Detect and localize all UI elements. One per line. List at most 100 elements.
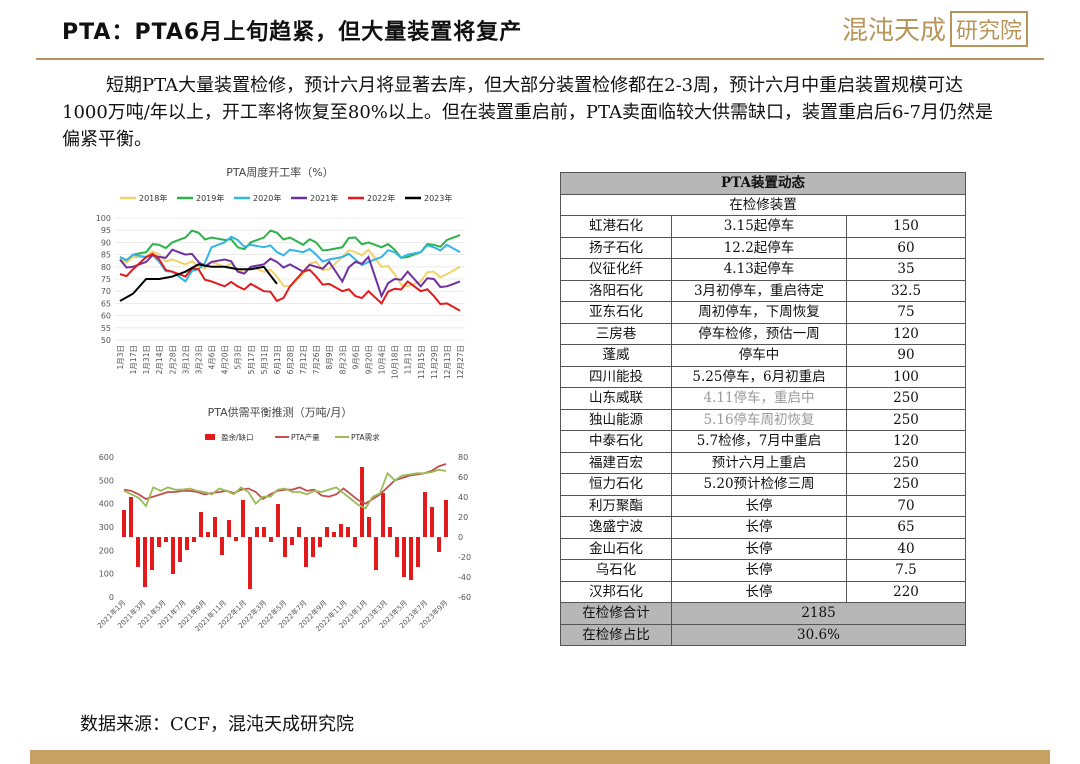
table-row: 中泰石化 5.7检修，7月中重启 120 bbox=[560, 430, 966, 453]
table-row: 福建百宏 预计六月上重启 250 bbox=[560, 451, 966, 474]
plant-capacity: 120 bbox=[846, 322, 966, 345]
y-left-tick-label: 600 bbox=[99, 453, 114, 462]
plant-capacity: 35 bbox=[846, 258, 966, 281]
x-tick-label: 5月3日 bbox=[234, 345, 243, 370]
table-row: 乌石化 长停 7.5 bbox=[560, 559, 966, 582]
plant-status: 5.25停车，6月初重启 bbox=[671, 365, 847, 388]
plant-status: 3月初停车，重启待定 bbox=[671, 279, 847, 302]
logo-box-text: 研究院 bbox=[949, 10, 1028, 47]
surplus-bar bbox=[444, 500, 448, 537]
surplus-bar bbox=[381, 493, 385, 537]
plant-capacity: 250 bbox=[846, 451, 966, 474]
table-row: 扬子石化 12.2起停车 60 bbox=[560, 236, 966, 259]
plant-status: 长停 bbox=[671, 516, 847, 539]
legend-label: 盈余/缺口 bbox=[221, 432, 254, 442]
plant-name: 利万聚酯 bbox=[560, 494, 672, 517]
surplus-bar bbox=[248, 537, 252, 589]
logo-text: 混沌天成 bbox=[841, 16, 946, 46]
y-left-tick-label: 100 bbox=[99, 570, 114, 579]
plant-name: 中泰石化 bbox=[560, 430, 672, 453]
plant-capacity: 7.5 bbox=[846, 559, 966, 582]
surplus-bar bbox=[416, 537, 420, 567]
surplus-bar bbox=[332, 532, 336, 537]
x-tick-label: 11月15日 bbox=[417, 345, 426, 379]
surplus-bar bbox=[339, 524, 343, 537]
y-right-tick-label: 0 bbox=[458, 533, 463, 542]
total-label: 在检修合计 bbox=[560, 602, 672, 625]
x-tick-label: 9月6日 bbox=[351, 345, 360, 370]
surplus-bar bbox=[269, 537, 273, 542]
surplus-bar bbox=[297, 527, 301, 537]
plant-capacity: 150 bbox=[846, 215, 966, 238]
plant-status: 3.15起停车 bbox=[671, 215, 847, 238]
plant-capacity: 250 bbox=[846, 387, 966, 410]
y-left-tick-label: 200 bbox=[99, 546, 114, 555]
surplus-bar bbox=[150, 537, 154, 570]
y-right-tick-label: 20 bbox=[458, 513, 468, 522]
plant-name: 福建百宏 bbox=[560, 451, 672, 474]
intro-paragraph: 短期PTA大量装置检修，预计六月将显著去库，但大部分装置检修都在2-3周，预计六… bbox=[62, 72, 1002, 153]
x-tick-label: 2月14日 bbox=[155, 345, 164, 374]
x-tick-label: 4月6日 bbox=[208, 345, 217, 370]
x-tick-label: 3月12日 bbox=[181, 345, 190, 374]
demand-line bbox=[123, 468, 447, 510]
table-row: 蓬威 停车中 90 bbox=[560, 344, 966, 367]
surplus-bar bbox=[311, 537, 315, 557]
x-tick-label: 11月29日 bbox=[430, 345, 439, 379]
series-line bbox=[119, 263, 278, 302]
x-tick-label: 7月12日 bbox=[299, 345, 308, 374]
ratio-label: 在检修占比 bbox=[560, 623, 672, 646]
surplus-bar bbox=[346, 527, 350, 537]
table-row: 山东威联 4.11停车，重启中 250 bbox=[560, 387, 966, 410]
table-row: 三房巷 停车检修，预估一周 120 bbox=[560, 322, 966, 345]
plant-name: 汉邦石化 bbox=[560, 580, 672, 603]
y-right-tick-label: -20 bbox=[458, 553, 471, 562]
table-row: 四川能投 5.25停车，6月初重启 100 bbox=[560, 365, 966, 388]
x-tick-label: 6月28日 bbox=[286, 345, 295, 374]
supply-demand-chart: PTA供需平衡推测（万吨/月）盈余/缺口 PTA产量 PTA需求0100200300… bbox=[95, 405, 471, 633]
plant-status: 周初停车，下周恢复 bbox=[671, 301, 847, 324]
surplus-bar bbox=[409, 537, 413, 580]
x-tick-label: 1月17日 bbox=[129, 345, 138, 374]
surplus-bar bbox=[276, 504, 280, 537]
table-title: PTA装置动态 bbox=[560, 172, 966, 195]
table-row: 利万聚酯 长停 70 bbox=[560, 494, 966, 517]
surplus-bar bbox=[136, 537, 140, 567]
surplus-bar bbox=[255, 527, 259, 537]
x-tick-label: 7月26日 bbox=[312, 345, 321, 374]
surplus-bar bbox=[171, 537, 175, 574]
x-tick-label: 12月13日 bbox=[443, 345, 452, 379]
surplus-bar bbox=[430, 507, 434, 537]
x-tick-label: 2月28日 bbox=[168, 345, 177, 374]
surplus-bar bbox=[402, 537, 406, 577]
x-tick-label: 12月27日 bbox=[456, 345, 465, 379]
x-tick-label: 1月3日 bbox=[116, 345, 125, 370]
table-row: 独山能源 5.16停车周初恢复 250 bbox=[560, 408, 966, 431]
surplus-bar bbox=[353, 537, 357, 547]
y-tick-label: 60 bbox=[101, 312, 111, 321]
surplus-bar bbox=[143, 537, 147, 587]
plant-status-table: PTA装置动态 在检修装置 虹港石化 3.15起停车 150 扬子石化 12.2起停车 6… bbox=[560, 172, 966, 646]
legend-swatch bbox=[205, 434, 215, 440]
table-row: 汉邦石化 长停 220 bbox=[560, 580, 966, 603]
legend-label: PTA产量 bbox=[291, 432, 320, 442]
table-row: 金山石化 长停 40 bbox=[560, 537, 966, 560]
surplus-bar bbox=[241, 500, 245, 537]
y-tick-label: 100 bbox=[96, 214, 111, 223]
operating-rate-chart: PTA周度开工率（%） 2018年 2019年 2020年 2021年 2022年 2023… bbox=[96, 165, 465, 379]
chart-title: PTA周度开工率（%） bbox=[226, 165, 333, 179]
plant-capacity: 100 bbox=[846, 365, 966, 388]
x-tick-label: 4月20日 bbox=[221, 345, 230, 374]
table-row: 洛阳石化 3月初停车，重启待定 32.5 bbox=[560, 279, 966, 302]
surplus-bar bbox=[122, 510, 126, 537]
plant-capacity: 60 bbox=[846, 236, 966, 259]
y-tick-label: 85 bbox=[101, 251, 111, 260]
footer-bar bbox=[30, 750, 1050, 764]
plant-capacity: 75 bbox=[846, 301, 966, 324]
surplus-bar bbox=[213, 517, 217, 537]
y-tick-label: 55 bbox=[101, 324, 111, 333]
plant-name: 乌石化 bbox=[560, 559, 672, 582]
surplus-bar bbox=[129, 497, 133, 537]
surplus-bar bbox=[185, 537, 189, 550]
surplus-bar bbox=[395, 537, 399, 557]
